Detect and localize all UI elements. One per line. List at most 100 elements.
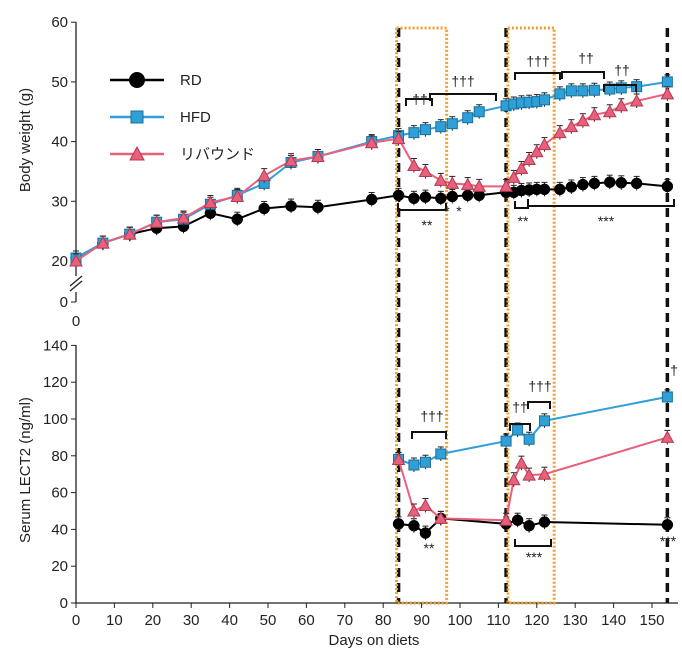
annotation-dagger: †† — [412, 91, 428, 107]
data-point-top — [577, 85, 589, 97]
data-point-bottom — [433, 511, 448, 524]
data-point-top — [554, 88, 566, 100]
data-point-top — [230, 189, 245, 203]
y-tick-label-top: 40 — [51, 134, 68, 151]
data-point-top — [419, 191, 432, 203]
data-point-bottom — [523, 519, 535, 532]
y-tick-label-bottom: 80 — [51, 448, 68, 465]
significance-brackets — [397, 71, 675, 547]
y-tick-label-top: 50 — [51, 74, 68, 91]
bracket — [561, 71, 605, 79]
x-tick-label: 20 — [144, 612, 161, 629]
y-axis-label-bottom: Serum LECT2 (ng/ml) — [17, 397, 34, 543]
data-point-top — [149, 215, 164, 228]
data-point-top — [615, 177, 628, 189]
data-point-top — [660, 86, 675, 100]
x-tick-label: 150 — [639, 612, 664, 629]
data-point-top — [552, 125, 567, 139]
data-point-bottom — [522, 468, 536, 481]
data-point-top — [630, 177, 643, 190]
data-point-top — [473, 106, 485, 118]
annotation-star: * — [456, 203, 462, 219]
data-point-top — [565, 85, 577, 97]
y-tick-label-bottom: 120 — [43, 374, 68, 391]
data-point-top — [446, 118, 458, 130]
x-tick-label: 40 — [221, 612, 238, 629]
data-point-top — [69, 253, 83, 267]
data-point-bottom — [408, 519, 420, 532]
data-point-top — [231, 213, 244, 225]
annotation-star: *** — [526, 549, 543, 565]
x-tick-label: 120 — [524, 612, 549, 629]
data-point-bottom — [392, 518, 405, 530]
series-line-top — [75, 92, 668, 262]
annotation-star: * — [444, 203, 450, 219]
axis-ticks: 0 10 20 30 40 50 60 70 80 90 100 110 120 130 140 150 20 3… — [43, 14, 665, 629]
data-point-top — [312, 201, 324, 214]
x-tick-label: 80 — [375, 612, 392, 629]
data-point-top — [529, 144, 544, 158]
data-point-top — [284, 153, 298, 167]
data-point-top — [365, 193, 378, 206]
data-point-bottom — [538, 415, 550, 427]
data-point-bottom — [506, 472, 521, 486]
series-line-bottom — [397, 436, 668, 522]
annotation-star: *** — [598, 213, 615, 229]
y-tick-label-top: 60 — [51, 14, 68, 31]
bracket — [527, 401, 551, 409]
data-point-top — [538, 94, 550, 106]
bracket — [603, 84, 637, 92]
y-tick-label-bottom: 100 — [43, 411, 68, 428]
bracket — [411, 431, 447, 439]
data-point-bottom — [661, 391, 673, 403]
annotation-star: ** — [424, 540, 435, 556]
legend-label: RD — [180, 72, 202, 89]
x-tick-label: 60 — [298, 612, 315, 629]
data-point-top — [407, 158, 421, 171]
axis-break-mark — [69, 280, 83, 292]
data-point-bottom — [419, 456, 431, 468]
data-point-top — [392, 189, 405, 202]
bracket — [509, 423, 531, 431]
data-point-top — [203, 195, 218, 208]
y-tick-label-top: 30 — [51, 193, 68, 210]
y-tick-label-top-zero: 0 — [60, 294, 68, 311]
y-tick-label-bottom: 0 — [60, 595, 68, 612]
x-tick-label: 30 — [183, 612, 200, 629]
data-point-bottom — [408, 459, 420, 471]
annotation-dagger: ††† — [451, 73, 474, 89]
data-point-top — [433, 173, 448, 186]
bracket — [514, 539, 552, 547]
x-axis-label: Days on diets — [329, 632, 420, 649]
legend-label: HFD — [180, 109, 211, 126]
annotation-dagger: † — [670, 362, 678, 378]
data-point-top — [604, 176, 616, 188]
data-point-top — [587, 107, 602, 121]
data-point-bottom — [514, 456, 529, 469]
data-point-bottom — [499, 513, 513, 526]
x-tick-label: 10 — [106, 612, 123, 629]
legend-marker — [129, 72, 145, 88]
data-point-top — [661, 76, 673, 88]
data-point-bottom — [538, 516, 551, 528]
annotation-star: *** — [660, 533, 677, 549]
annotation-dagger: ††† — [420, 408, 443, 424]
x-tick-label: 100 — [447, 612, 472, 629]
data-point-bottom — [512, 424, 524, 436]
bracket — [527, 199, 675, 207]
legend-marker — [129, 145, 145, 161]
series-line-top — [75, 80, 668, 259]
data-point-top — [418, 164, 433, 177]
y-tick-label-bottom: 40 — [51, 521, 68, 538]
data-point-top — [588, 84, 600, 96]
data-point-bottom — [511, 514, 524, 526]
data-point-bottom — [435, 448, 447, 460]
x-tick-label: 70 — [336, 612, 353, 629]
data-point-top — [446, 190, 459, 203]
data-point-top — [435, 121, 447, 133]
legend-marker — [130, 110, 144, 124]
data-point-top — [537, 137, 552, 151]
data-point-top — [499, 179, 513, 192]
data-point-bottom — [391, 452, 406, 465]
